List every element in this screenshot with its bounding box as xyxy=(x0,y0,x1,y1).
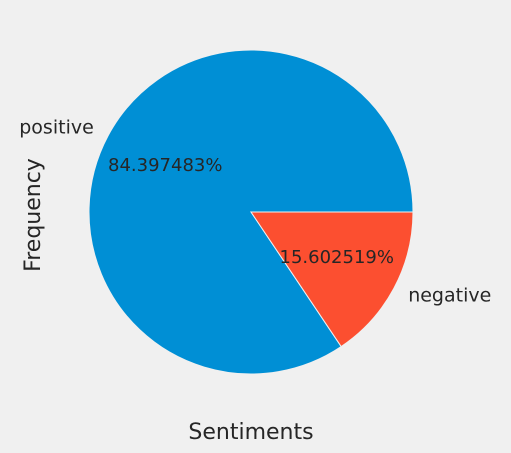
percent-label-negative: 15.602519% xyxy=(280,247,394,268)
x-axis-label: Sentiments xyxy=(188,420,313,445)
pie-slices xyxy=(88,49,414,375)
percent-label-positive: 84.397483% xyxy=(108,155,222,176)
category-labels: positive negative xyxy=(19,117,491,307)
category-label-negative: negative xyxy=(408,284,491,306)
pie-slice-negative xyxy=(250,211,414,348)
y-axis-label: Frequency xyxy=(21,158,46,272)
percent-labels: 84.397483% 15.602519% xyxy=(108,155,394,268)
category-label-positive: positive xyxy=(19,117,94,139)
